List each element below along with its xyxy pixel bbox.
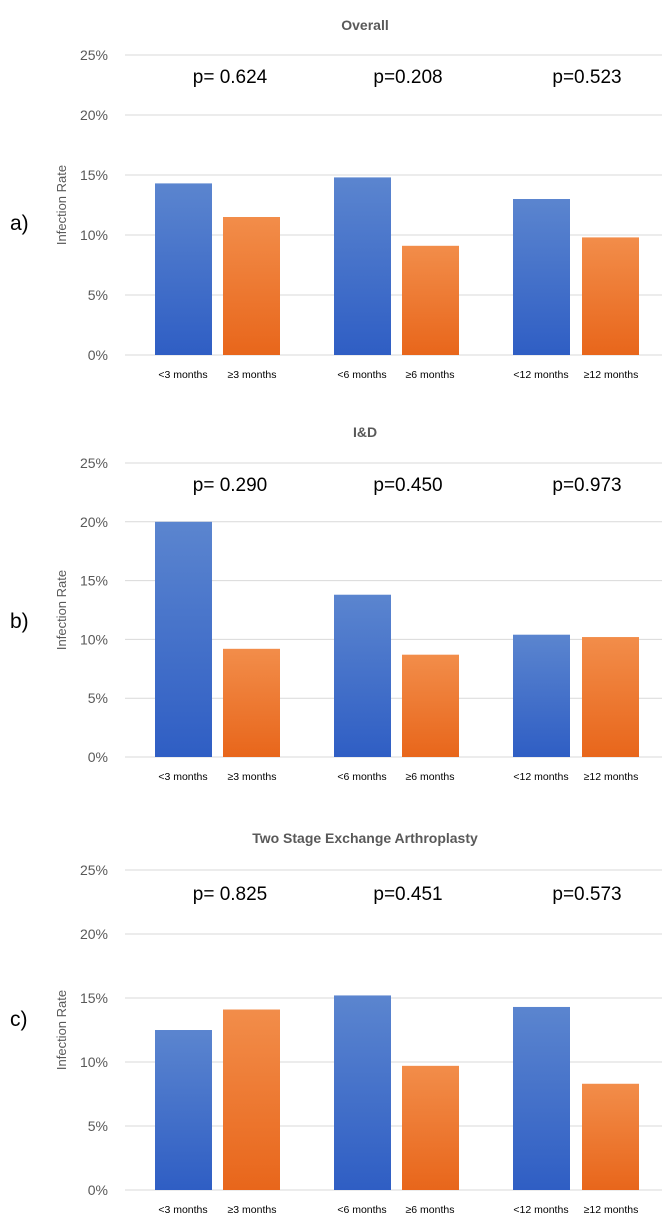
y-tick-label: 25% (80, 47, 108, 63)
y-tick-label: 20% (80, 926, 108, 942)
y-tick-label: 15% (80, 573, 108, 589)
x-tick-label: <6 months (337, 1204, 386, 1216)
x-tick-label: ≥3 months (228, 771, 277, 783)
y-tick-label: 10% (80, 1054, 108, 1070)
y-tick-label: 0% (88, 749, 108, 765)
chart-panel-3: 0% 5% 10% 15% 20% 25% <3 months ≥3 months <6 mon… (10, 830, 662, 1216)
bar-after (402, 245, 459, 355)
bar-before (155, 1030, 212, 1190)
x-tick-label: <3 months (158, 1204, 207, 1216)
bar-before (334, 594, 391, 757)
y-tick-label: 5% (88, 1118, 108, 1134)
p-value-annotation: p=0.523 (552, 67, 621, 88)
y-axis-label: Infection Rate (54, 165, 69, 245)
panel-letter: b) (10, 610, 29, 633)
p-value-annotation: p= 0.290 (193, 475, 268, 496)
bar-after (582, 637, 639, 757)
y-tick-label: 10% (80, 631, 108, 647)
x-tick-label: <12 months (513, 771, 568, 783)
bar-after (582, 1083, 639, 1190)
x-tick-label: <12 months (513, 369, 568, 381)
chart-panel-2: 0% 5% 10% 15% 20% 25% <3 months ≥3 months <6 mon… (10, 424, 662, 783)
y-tick-label: 5% (88, 690, 108, 706)
y-tick-label: 15% (80, 167, 108, 183)
bar-after (223, 217, 280, 355)
bar-after (223, 648, 280, 757)
p-value-annotation: p=0.208 (373, 67, 442, 88)
chart-title: I&D (353, 424, 377, 440)
x-tick-label: <3 months (158, 771, 207, 783)
bar-before (513, 1006, 570, 1190)
y-tick-label: 20% (80, 514, 108, 530)
p-value-annotation: p=0.973 (552, 475, 621, 496)
y-tick-label: 15% (80, 990, 108, 1006)
bar-before (155, 521, 212, 757)
bar-after (402, 1065, 459, 1190)
x-tick-label: ≥12 months (584, 771, 639, 783)
y-tick-label: 25% (80, 862, 108, 878)
y-tick-label: 5% (88, 287, 108, 303)
chart-panel-1: 0% 5% 10% 15% 20% 25% <3 months ≥3 months <6 mon… (10, 17, 662, 381)
x-tick-label: <6 months (337, 771, 386, 783)
bar-before (334, 995, 391, 1190)
chart-title: Overall (341, 17, 388, 33)
y-axis-label: Infection Rate (54, 570, 69, 650)
panel-letter: c) (10, 1008, 28, 1031)
x-tick-label: ≥3 months (228, 1204, 277, 1216)
x-tick-label: <3 months (158, 369, 207, 381)
y-axis-label: Infection Rate (54, 990, 69, 1070)
y-tick-label: 10% (80, 227, 108, 243)
y-tick-label: 20% (80, 107, 108, 123)
x-tick-label: <12 months (513, 1204, 568, 1216)
bar-before (513, 199, 570, 355)
bar-after (402, 654, 459, 757)
panel-letter: a) (10, 212, 29, 235)
p-value-annotation: p= 0.624 (193, 67, 268, 88)
x-tick-label: ≥6 months (406, 1204, 455, 1216)
p-value-annotation: p=0.450 (373, 475, 442, 496)
p-value-annotation: p= 0.825 (193, 884, 268, 905)
y-tick-label: 0% (88, 347, 108, 363)
p-value-annotation: p=0.451 (373, 884, 442, 905)
bar-before (155, 183, 212, 355)
y-tick-label: 25% (80, 455, 108, 471)
x-tick-label: ≥12 months (584, 1204, 639, 1216)
bar-before (513, 634, 570, 757)
bar-before (334, 177, 391, 355)
p-value-annotation: p=0.573 (552, 884, 621, 905)
x-tick-label: ≥12 months (584, 369, 639, 381)
x-tick-label: ≥6 months (406, 369, 455, 381)
bar-after (582, 237, 639, 355)
x-tick-label: ≥3 months (228, 369, 277, 381)
y-tick-label: 0% (88, 1182, 108, 1198)
x-tick-label: <6 months (337, 369, 386, 381)
chart-title: Two Stage Exchange Arthroplasty (252, 830, 478, 846)
x-tick-label: ≥6 months (406, 771, 455, 783)
bar-after (223, 1009, 280, 1190)
